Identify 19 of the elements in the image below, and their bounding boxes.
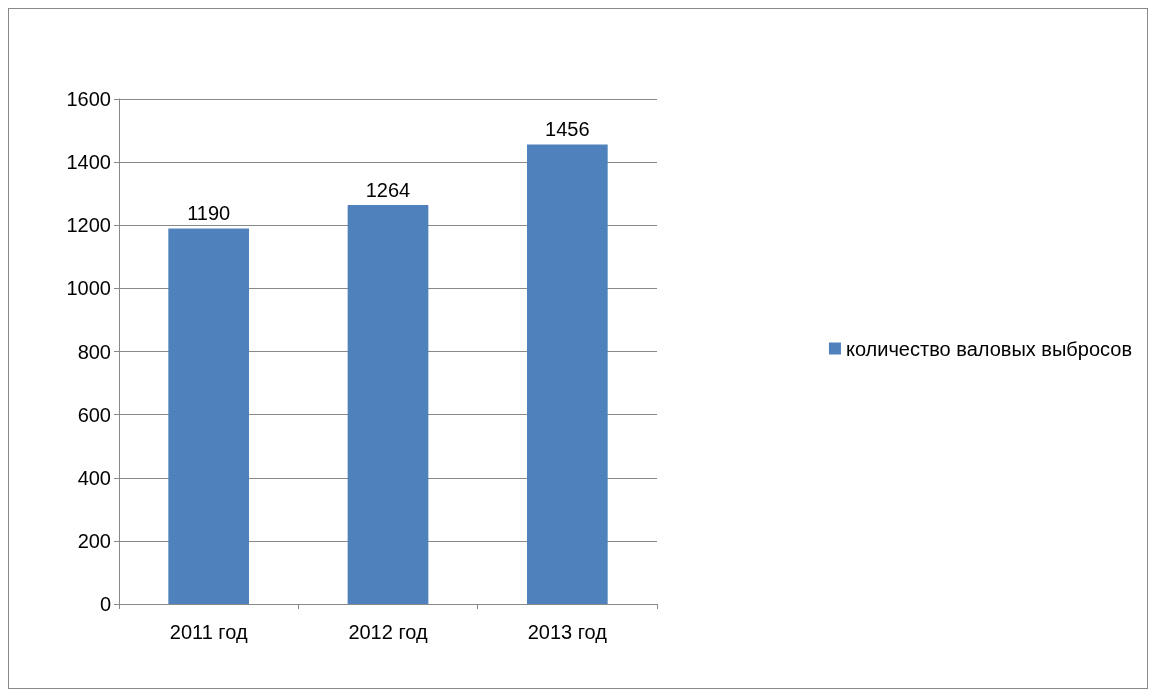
y-tick-label: 1200 bbox=[66, 214, 111, 237]
bar bbox=[526, 144, 608, 604]
y-tick-label: 1400 bbox=[66, 151, 111, 174]
bar bbox=[347, 205, 429, 604]
data-label: 1456 bbox=[545, 118, 590, 141]
x-tick-label: 2012 год bbox=[348, 621, 428, 643]
y-tick-label: 600 bbox=[77, 403, 111, 426]
legend-label: количество валовых выбросов bbox=[845, 337, 1133, 360]
y-tick-label: 400 bbox=[77, 466, 111, 489]
data-label: 1190 bbox=[187, 202, 231, 225]
y-tick-label: 200 bbox=[77, 529, 111, 552]
data-label: 1264 bbox=[365, 179, 411, 202]
y-tick-label: 1600 bbox=[66, 88, 111, 110]
y-tick-label: 1000 bbox=[66, 277, 111, 300]
x-tick-label: 2011 год bbox=[169, 621, 248, 643]
x-tick-label: 2013 год bbox=[527, 621, 608, 643]
y-tick-label: 0 bbox=[99, 593, 111, 615]
bar bbox=[168, 228, 250, 604]
y-tick-label: 800 bbox=[77, 340, 111, 363]
